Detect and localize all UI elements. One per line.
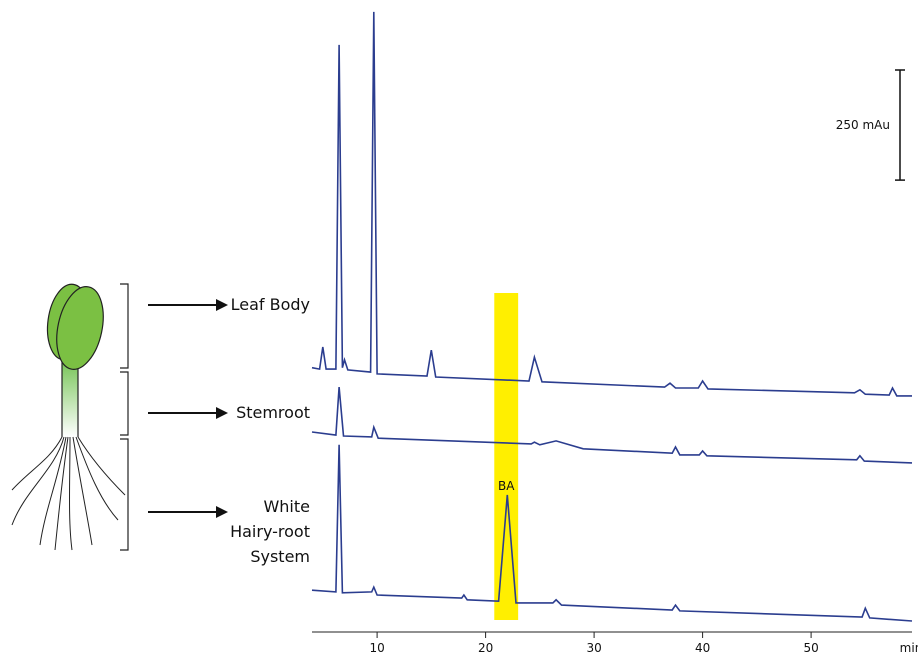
trace	[311, 387, 913, 464]
peak-label: BA	[498, 479, 515, 493]
arrow-head	[216, 299, 228, 311]
highlight-band	[494, 293, 519, 620]
arrow-head	[216, 407, 228, 419]
x-tick-label: 30	[586, 641, 601, 654]
trace-label: System	[250, 547, 310, 566]
plant-drawing	[11, 283, 126, 551]
trace-label: White	[263, 497, 310, 516]
x-tick-label: 50	[803, 641, 818, 654]
scale-label: 250 mAu	[836, 118, 890, 132]
x-tick-label: 20	[478, 641, 493, 654]
trace	[311, 11, 912, 397]
trace	[311, 444, 913, 622]
arrow-head	[216, 506, 228, 518]
brackets	[120, 283, 129, 551]
x-tick-label: 40	[695, 641, 710, 654]
trace-label: Leaf Body	[231, 295, 310, 314]
trace-label: Stemroot	[236, 403, 310, 422]
x-tick-label: 10	[369, 641, 384, 654]
trace-label: Hairy-root	[230, 522, 310, 541]
x-axis-label: min	[900, 641, 918, 654]
